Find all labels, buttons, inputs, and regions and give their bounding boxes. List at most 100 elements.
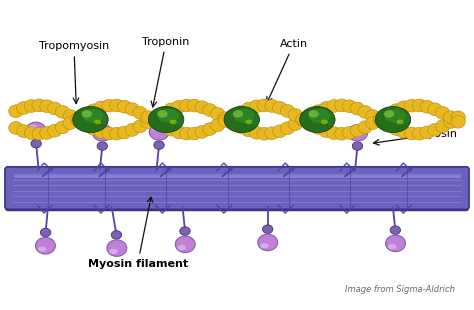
- Ellipse shape: [210, 108, 225, 120]
- Ellipse shape: [374, 114, 388, 127]
- Ellipse shape: [79, 108, 93, 121]
- Ellipse shape: [249, 100, 264, 113]
- Ellipse shape: [296, 113, 310, 126]
- Ellipse shape: [180, 227, 190, 235]
- Ellipse shape: [73, 107, 108, 133]
- Ellipse shape: [388, 244, 396, 249]
- Ellipse shape: [389, 104, 403, 117]
- Ellipse shape: [97, 142, 108, 150]
- Ellipse shape: [82, 109, 103, 123]
- Ellipse shape: [443, 111, 457, 124]
- Ellipse shape: [327, 127, 341, 140]
- Ellipse shape: [319, 125, 333, 138]
- Ellipse shape: [109, 127, 124, 140]
- Ellipse shape: [257, 99, 271, 112]
- Ellipse shape: [258, 234, 278, 251]
- Ellipse shape: [374, 112, 388, 125]
- Text: Myosin filament: Myosin filament: [88, 197, 188, 269]
- Ellipse shape: [63, 117, 77, 130]
- Ellipse shape: [420, 126, 434, 139]
- Text: Tropomyosin: Tropomyosin: [39, 41, 109, 104]
- Ellipse shape: [273, 125, 287, 138]
- Ellipse shape: [79, 118, 93, 131]
- Ellipse shape: [218, 114, 232, 127]
- Ellipse shape: [86, 122, 100, 135]
- Ellipse shape: [350, 127, 359, 132]
- Ellipse shape: [24, 100, 38, 113]
- Ellipse shape: [288, 118, 302, 131]
- Ellipse shape: [178, 245, 186, 250]
- Ellipse shape: [296, 113, 310, 126]
- Ellipse shape: [94, 125, 108, 138]
- Ellipse shape: [94, 101, 108, 114]
- Ellipse shape: [443, 116, 457, 128]
- Ellipse shape: [242, 102, 256, 115]
- Ellipse shape: [397, 126, 411, 138]
- Ellipse shape: [109, 249, 118, 254]
- Ellipse shape: [451, 111, 465, 124]
- Ellipse shape: [9, 105, 23, 117]
- Ellipse shape: [233, 110, 243, 118]
- Ellipse shape: [125, 123, 139, 136]
- Ellipse shape: [436, 120, 450, 133]
- FancyBboxPatch shape: [5, 167, 469, 209]
- Ellipse shape: [82, 110, 92, 118]
- Ellipse shape: [436, 107, 450, 119]
- Ellipse shape: [109, 99, 124, 112]
- Ellipse shape: [92, 125, 112, 141]
- Ellipse shape: [125, 103, 139, 116]
- Ellipse shape: [428, 103, 442, 116]
- Ellipse shape: [203, 104, 217, 117]
- Ellipse shape: [157, 110, 167, 118]
- Ellipse shape: [412, 99, 427, 112]
- Ellipse shape: [350, 102, 365, 115]
- Text: Image from Sigma-Aldrich: Image from Sigma-Aldrich: [345, 286, 455, 294]
- Ellipse shape: [263, 225, 273, 233]
- Ellipse shape: [172, 100, 186, 113]
- Ellipse shape: [390, 226, 401, 234]
- Ellipse shape: [102, 127, 116, 140]
- Ellipse shape: [107, 240, 127, 256]
- Ellipse shape: [141, 116, 155, 128]
- Ellipse shape: [385, 235, 405, 252]
- Ellipse shape: [288, 108, 302, 121]
- Ellipse shape: [95, 127, 103, 132]
- Ellipse shape: [335, 127, 349, 140]
- Ellipse shape: [352, 142, 363, 150]
- Ellipse shape: [309, 109, 330, 123]
- Ellipse shape: [40, 126, 54, 139]
- Ellipse shape: [311, 105, 326, 117]
- Ellipse shape: [118, 100, 132, 113]
- Ellipse shape: [55, 105, 70, 118]
- Ellipse shape: [384, 110, 394, 118]
- Ellipse shape: [335, 99, 349, 112]
- Ellipse shape: [133, 120, 147, 133]
- Ellipse shape: [350, 124, 365, 137]
- Text: Actin: Actin: [267, 39, 308, 103]
- Ellipse shape: [311, 122, 326, 134]
- Ellipse shape: [226, 110, 240, 123]
- Ellipse shape: [175, 236, 195, 253]
- Ellipse shape: [148, 107, 184, 133]
- Ellipse shape: [342, 126, 356, 139]
- Ellipse shape: [172, 126, 186, 139]
- Text: Myosin: Myosin: [374, 129, 458, 145]
- Ellipse shape: [180, 99, 194, 112]
- Ellipse shape: [218, 112, 232, 125]
- Ellipse shape: [366, 110, 380, 122]
- Ellipse shape: [245, 120, 252, 124]
- Ellipse shape: [249, 126, 264, 139]
- Ellipse shape: [358, 105, 372, 118]
- Ellipse shape: [187, 127, 201, 140]
- Ellipse shape: [257, 127, 271, 140]
- Ellipse shape: [118, 126, 132, 139]
- Ellipse shape: [348, 125, 368, 141]
- Ellipse shape: [381, 119, 395, 131]
- Ellipse shape: [224, 107, 259, 133]
- Ellipse shape: [164, 123, 178, 136]
- Ellipse shape: [265, 127, 279, 140]
- Ellipse shape: [148, 115, 163, 128]
- Ellipse shape: [280, 104, 294, 117]
- Ellipse shape: [234, 106, 248, 118]
- Ellipse shape: [309, 110, 319, 118]
